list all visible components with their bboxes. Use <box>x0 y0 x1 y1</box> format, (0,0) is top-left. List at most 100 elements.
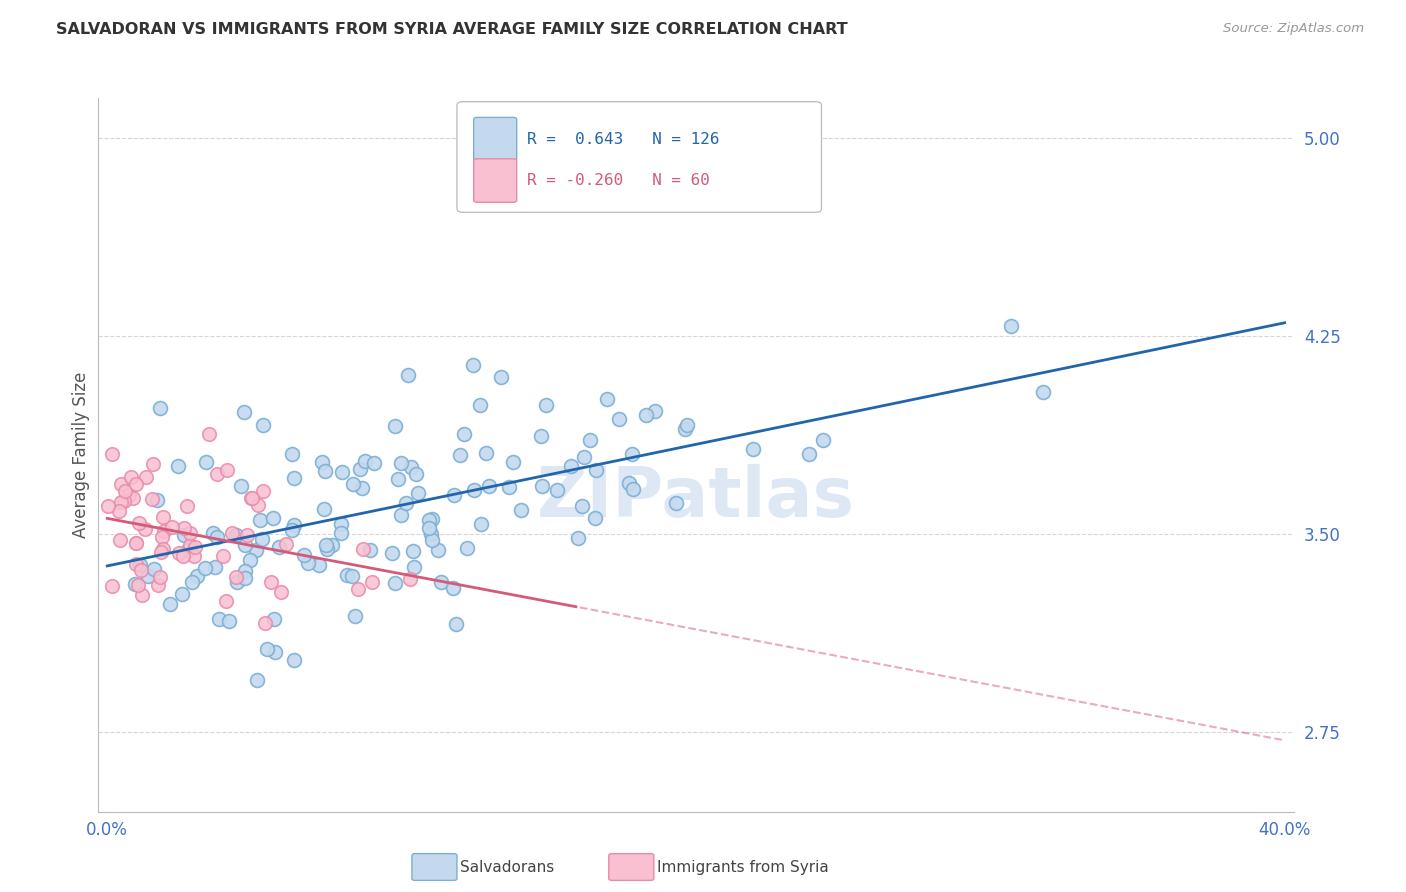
Point <box>342 477 364 491</box>
Point <box>478 478 501 492</box>
Point <box>330 517 353 532</box>
Point <box>233 538 256 552</box>
Point <box>208 611 231 625</box>
Point <box>205 467 228 481</box>
Point <box>229 479 252 493</box>
Point <box>179 538 201 552</box>
Point <box>252 418 274 433</box>
Point <box>381 546 404 560</box>
Point <box>260 574 283 589</box>
Point <box>297 557 319 571</box>
Point <box>408 485 430 500</box>
Point <box>101 579 124 593</box>
Point <box>347 582 370 596</box>
Point <box>673 422 696 436</box>
Point <box>236 528 259 542</box>
Point <box>232 405 254 419</box>
Point <box>225 527 247 541</box>
Point <box>359 543 381 558</box>
Point <box>221 526 243 541</box>
Point <box>112 494 135 508</box>
Point <box>233 571 256 585</box>
Point <box>146 492 169 507</box>
Point <box>186 569 208 583</box>
Point <box>150 545 173 559</box>
Point <box>456 541 478 555</box>
Point <box>159 597 181 611</box>
Point <box>110 476 132 491</box>
Point <box>264 645 287 659</box>
Point <box>468 399 491 413</box>
Point <box>249 513 271 527</box>
Point <box>572 450 595 464</box>
Point <box>108 533 131 547</box>
Point <box>741 442 763 456</box>
Point <box>498 480 520 494</box>
Point <box>135 470 157 484</box>
Point <box>214 593 236 607</box>
Point <box>283 518 305 533</box>
Point <box>396 368 419 383</box>
Point <box>619 476 641 491</box>
Point <box>502 454 524 468</box>
Point <box>387 472 409 486</box>
Text: R = -0.260   N = 60: R = -0.260 N = 60 <box>527 173 710 188</box>
Point <box>150 530 173 544</box>
Point <box>330 525 353 540</box>
Point <box>344 608 367 623</box>
Point <box>315 538 337 552</box>
Point <box>621 482 644 496</box>
Point <box>267 540 290 554</box>
Point <box>205 530 228 544</box>
Point <box>418 521 440 535</box>
Point <box>530 429 553 443</box>
Point <box>153 524 176 538</box>
Point <box>179 525 201 540</box>
Point <box>579 434 602 448</box>
Point <box>443 487 465 501</box>
Point <box>252 484 274 499</box>
Point <box>384 575 406 590</box>
Point <box>211 549 233 564</box>
Point <box>120 469 142 483</box>
Point <box>621 448 644 462</box>
Point <box>256 641 278 656</box>
Point <box>583 511 606 525</box>
Point <box>361 575 384 590</box>
Point <box>546 483 568 497</box>
Point <box>110 494 132 508</box>
Point <box>142 457 165 471</box>
Point <box>281 523 304 537</box>
Point <box>429 575 451 590</box>
Point <box>152 509 174 524</box>
Point <box>399 459 422 474</box>
Point <box>354 454 377 468</box>
Point <box>101 447 124 461</box>
Point <box>124 536 146 550</box>
Point <box>170 587 193 601</box>
Point <box>567 531 589 545</box>
Point <box>239 553 262 567</box>
Point <box>426 543 449 558</box>
Point <box>349 461 371 475</box>
Point <box>402 560 425 574</box>
Text: R =  0.643   N = 126: R = 0.643 N = 126 <box>527 132 720 146</box>
Point <box>391 508 413 523</box>
Point <box>245 543 267 558</box>
Point <box>245 673 267 687</box>
Point <box>283 471 305 485</box>
Point <box>463 483 485 498</box>
Point <box>330 466 353 480</box>
Point <box>453 426 475 441</box>
Text: ZIPatlas: ZIPatlas <box>537 464 855 532</box>
Point <box>118 488 141 502</box>
Point <box>167 458 190 473</box>
Point <box>391 456 413 470</box>
Point <box>350 481 373 495</box>
Point <box>489 369 512 384</box>
Point <box>530 479 553 493</box>
Point <box>560 458 582 473</box>
Point <box>419 526 441 541</box>
Point <box>125 476 148 491</box>
Point <box>194 560 217 574</box>
